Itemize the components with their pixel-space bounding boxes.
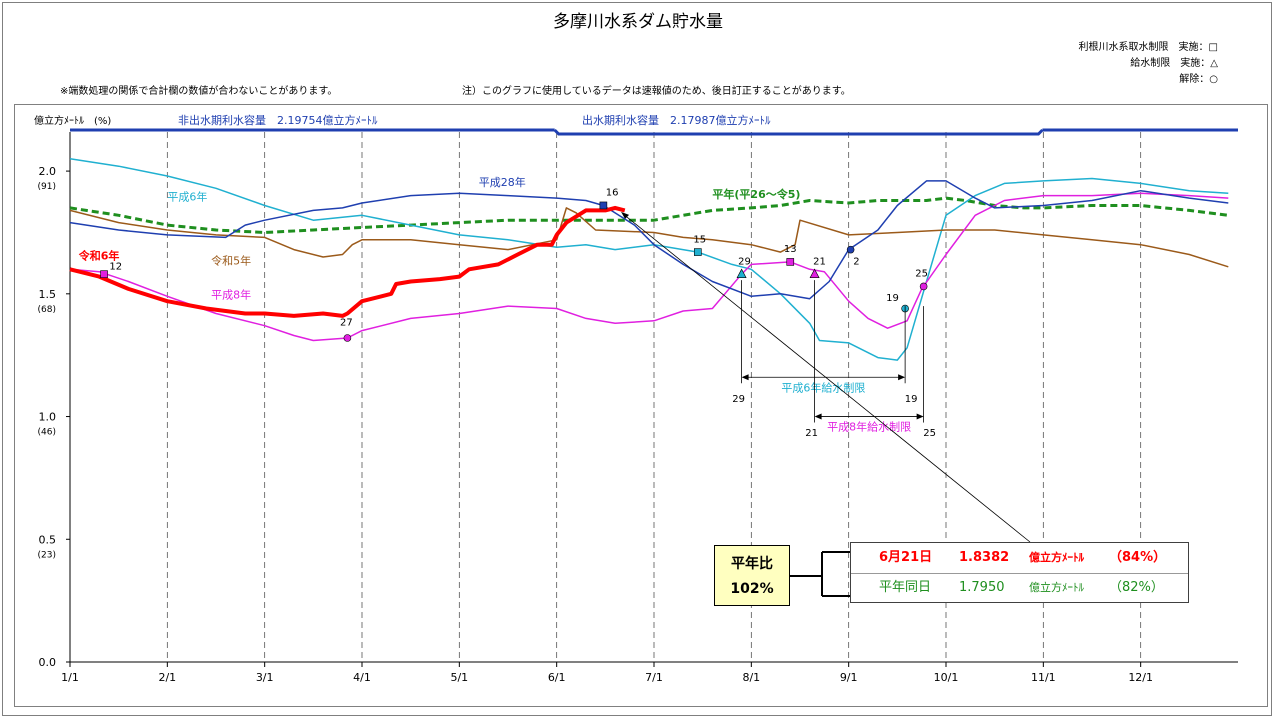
series-line-0 <box>69 205 626 318</box>
marker-date-label: 25 <box>915 269 928 280</box>
marker-square <box>693 248 702 256</box>
current-value: 1.8382 <box>959 550 1010 565</box>
x-tick-label: 2/1 <box>158 671 176 684</box>
restriction-arrow-right <box>898 374 906 381</box>
restriction-start-date: 21 <box>805 428 818 439</box>
ratio-label: 平年比 <box>731 556 773 572</box>
marker-date-label: 2 <box>853 256 859 267</box>
series-label-2: 平成28年 <box>479 175 526 189</box>
x-tick-label: 7/1 <box>645 671 663 684</box>
normal-ratio-box: 平年比 102% <box>714 545 790 606</box>
restriction-end-date: 19 <box>905 394 918 405</box>
y-tick-label: 0.0 <box>39 656 57 669</box>
y-tick-pct-label: (91) <box>38 182 56 192</box>
marker-circle <box>919 282 928 291</box>
flood-capacity-line <box>553 128 1044 136</box>
marker-date-label: 13 <box>784 244 797 255</box>
plot-area-border <box>14 104 1268 707</box>
normal-row: 平年同日 1.7950 億立方ﾒｰﾄﾙ （82%） <box>851 573 1188 603</box>
ratio-brace <box>790 551 850 597</box>
series-line-5 <box>69 192 1229 342</box>
marker-date-label: 12 <box>109 261 122 272</box>
marker-date-label: 15 <box>693 234 706 245</box>
normal-pct: （82%） <box>1109 580 1164 595</box>
current-storage-box: 6月21日 1.8382 億立方ﾒｰﾄﾙ （84%） 平年同日 1.7950 億… <box>850 542 1189 603</box>
marker-date-label: 29 <box>738 256 751 267</box>
x-tick-label: 1/1 <box>61 671 79 684</box>
x-tick-label: 4/1 <box>353 671 371 684</box>
marker-circle <box>846 245 855 254</box>
x-tick-label: 10/1 <box>934 671 959 684</box>
marker-triangle <box>736 268 747 278</box>
marker-square <box>786 258 795 266</box>
y-tick-label: 2.0 <box>39 165 57 178</box>
y-tick-label: 1.0 <box>39 411 57 424</box>
current-row: 6月21日 1.8382 億立方ﾒｰﾄﾙ （84%） <box>851 543 1188 574</box>
restriction-arrow-right <box>916 413 924 420</box>
x-tick-label: 9/1 <box>840 671 858 684</box>
normal-date: 平年同日 <box>879 580 932 595</box>
legend-intake-restriction: 利根川水系取水制限 実施：□ <box>1078 42 1218 53</box>
restriction-label: 平成8年給水制限 <box>827 420 911 434</box>
series-line-1 <box>69 196 1229 234</box>
x-tick-label: 3/1 <box>256 671 274 684</box>
y-tick-label: 1.5 <box>39 288 57 301</box>
series-label-4: 令和5年 <box>211 253 251 267</box>
series-label-3: 平成6年 <box>167 190 207 204</box>
restriction-end-date: 25 <box>923 428 936 439</box>
rounding-note: ※端数処理の関係で合計欄の数値が合わないことがあります。 <box>60 86 338 97</box>
series-line-3 <box>69 158 1229 361</box>
marker-triangle <box>809 268 820 278</box>
series-line-2 <box>69 180 1229 300</box>
x-tick-label: 8/1 <box>742 671 760 684</box>
marker-square <box>599 201 608 210</box>
marker-date-label: 21 <box>813 256 826 267</box>
series-label-0: 令和6年 <box>78 248 120 262</box>
current-date: 6月21日 <box>879 550 933 565</box>
marker-date-label: 16 <box>606 188 619 199</box>
series-label-5: 平成8年 <box>211 288 251 302</box>
current-unit: 億立方ﾒｰﾄﾙ <box>1029 551 1084 564</box>
current-pct: （84%） <box>1109 550 1167 565</box>
callout-leader-line <box>622 213 1031 543</box>
marker-square <box>100 270 108 278</box>
normal-value: 1.7950 <box>959 580 1005 595</box>
y-axis-label: 億立方ﾒｰﾄﾙ (%) <box>34 114 111 127</box>
marker-date-label: 19 <box>886 293 899 304</box>
y-tick-pct-label: (46) <box>38 428 56 438</box>
callout-arrowhead <box>621 211 630 219</box>
x-tick-label: 6/1 <box>548 671 566 684</box>
x-tick-label: 11/1 <box>1031 671 1056 684</box>
x-tick-label: 12/1 <box>1128 671 1153 684</box>
restriction-arrow-left <box>741 374 749 381</box>
marker-circle <box>343 334 352 342</box>
restriction-label: 平成6年給水制限 <box>781 380 865 394</box>
legend-supply-restriction: 給水制限 実施：△ <box>1130 58 1218 69</box>
y-tick-label: 0.5 <box>39 533 57 546</box>
page-title: 多摩川水系ダム貯水量 <box>553 12 723 32</box>
legend-release: 解除：○ <box>1179 74 1218 85</box>
x-tick-label: 5/1 <box>450 671 468 684</box>
series-line-4 <box>69 207 1229 268</box>
flood-capacity-label: 出水期利水容量 2.17987億立方ﾒｰﾄﾙ <box>582 113 771 127</box>
restriction-start-date: 29 <box>732 394 745 405</box>
y-tick-pct-label: (23) <box>38 550 56 560</box>
preliminary-data-note: 注）このグラフに使用しているデータは速報値のため、後日訂正することがあります。 <box>462 86 851 97</box>
restriction-arrow-left <box>814 413 822 420</box>
y-tick-pct-label: (68) <box>38 305 56 315</box>
series-label-1: 平年(平26～令5) <box>712 187 800 201</box>
normal-unit: 億立方ﾒｰﾄﾙ <box>1029 581 1084 594</box>
marker-date-label: 27 <box>340 318 353 329</box>
non-flood-capacity-label: 非出水期利水容量 2.19754億立方ﾒｰﾄﾙ <box>178 113 378 127</box>
ratio-value: 102% <box>730 581 774 597</box>
